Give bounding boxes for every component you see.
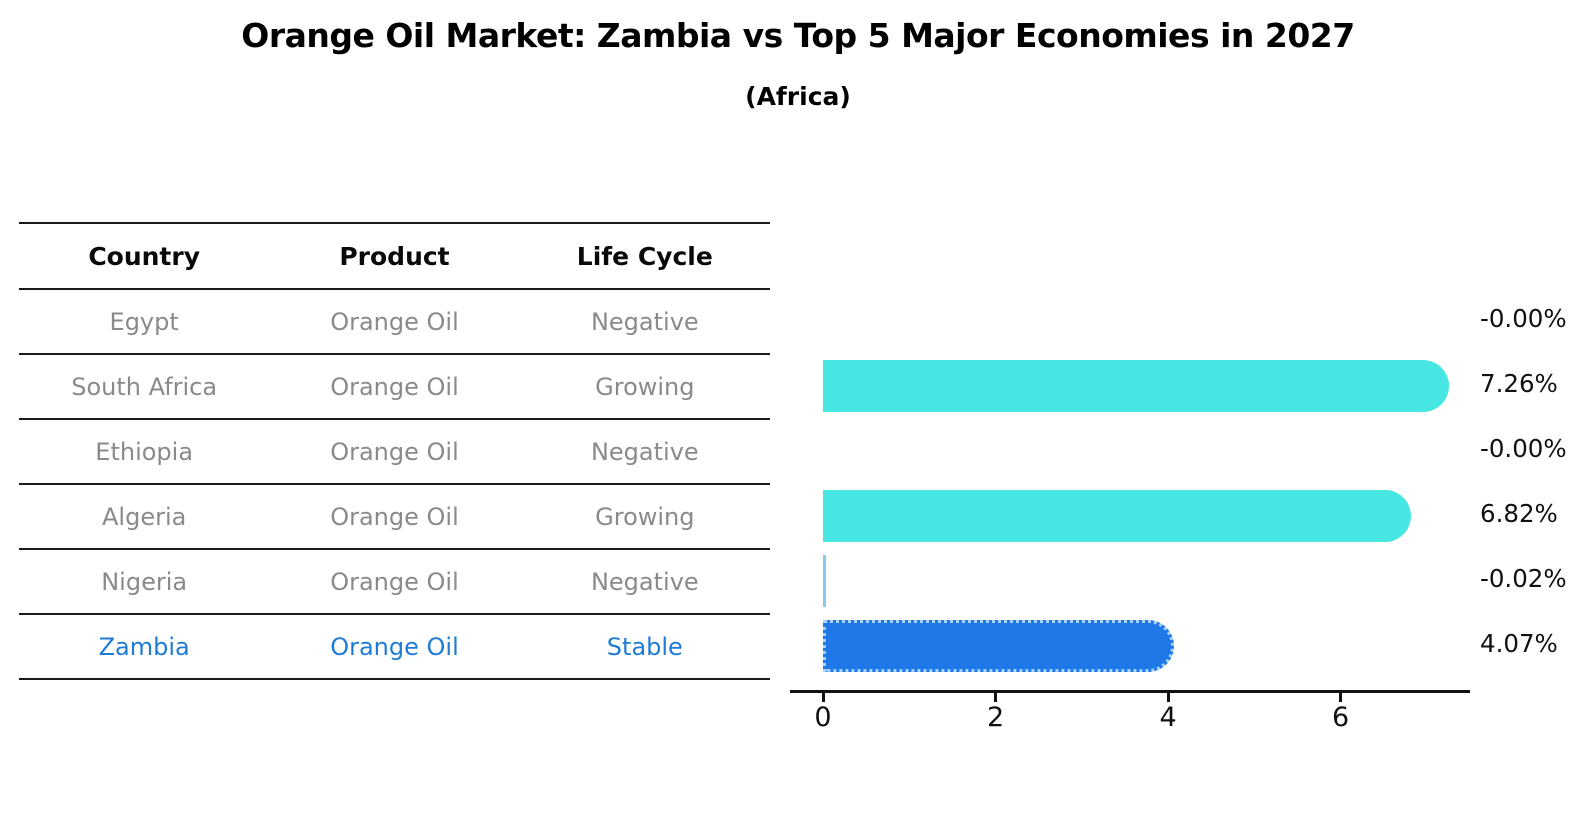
- x-tick-label-2: 2: [986, 702, 1005, 733]
- cell-product: Orange Oil: [330, 502, 459, 531]
- x-tick-mark-6: [1339, 693, 1343, 702]
- cell-country: Ethiopia: [95, 437, 194, 466]
- cell-product: Orange Oil: [330, 307, 459, 336]
- column-header-country: Country: [88, 241, 201, 271]
- column-header-product: Product: [339, 241, 450, 271]
- cell-life-cycle: Growing: [595, 502, 695, 531]
- x-tick-mark-0: [821, 693, 825, 702]
- x-tick-label-0: 0: [814, 702, 832, 733]
- summary-table: Country Product Life Cycle Egypt Orange O…: [19, 222, 770, 680]
- value-label-zambia: 4.07%: [1480, 628, 1558, 658]
- value-label-nigeria: -0.02%: [1480, 563, 1567, 593]
- value-label-algeria: 6.82%: [1480, 498, 1558, 528]
- bar-zambia: [823, 619, 1174, 672]
- cell-country: Zambia: [98, 632, 190, 661]
- cell-country: Nigeria: [101, 567, 188, 596]
- table-row-zambia: Zambia Orange Oil Stable: [19, 615, 770, 680]
- table-header-row: Country Product Life Cycle: [19, 222, 770, 290]
- value-label-south-africa: 7.26%: [1480, 368, 1558, 398]
- table-row-ethiopia: Ethiopia Orange Oil Negative: [19, 420, 770, 485]
- cell-life-cycle: Growing: [595, 372, 695, 401]
- bar-algeria: [823, 489, 1411, 542]
- cell-product: Orange Oil: [330, 372, 459, 401]
- table-row-south-africa: South Africa Orange Oil Growing: [19, 355, 770, 420]
- page-subtitle: (Africa): [745, 82, 851, 111]
- cell-life-cycle: Negative: [590, 437, 699, 466]
- x-tick-mark-2: [994, 693, 998, 702]
- cell-country: Egypt: [109, 307, 179, 336]
- value-label-ethiopia: -0.00%: [1480, 433, 1567, 463]
- x-tick-label-6: 6: [1332, 702, 1350, 733]
- cell-country: South Africa: [71, 372, 218, 401]
- x-tick-mark-4: [1166, 693, 1170, 702]
- table-body: Egypt Orange Oil Negative South Africa Orang…: [19, 290, 770, 680]
- cell-product: Orange Oil: [330, 567, 459, 596]
- cell-product: Orange Oil: [330, 437, 459, 466]
- cell-country: Algeria: [102, 502, 187, 531]
- table-row-nigeria: Nigeria Orange Oil Negative: [19, 550, 770, 615]
- bar-nigeria: [823, 554, 826, 607]
- table-row-egypt: Egypt Orange Oil Negative: [19, 290, 770, 355]
- page-title: Orange Oil Market: Zambia vs Top 5 Major…: [241, 16, 1355, 55]
- table-row-algeria: Algeria Orange Oil Growing: [19, 485, 770, 550]
- x-axis-line: [790, 690, 1470, 693]
- value-label-egypt: -0.00%: [1480, 303, 1567, 333]
- column-header-life-cycle: Life Cycle: [576, 241, 713, 271]
- cell-life-cycle: Stable: [606, 632, 683, 661]
- x-tick-label-4: 4: [1159, 702, 1177, 733]
- bar-south-africa: [823, 359, 1449, 412]
- cell-life-cycle: Negative: [590, 567, 699, 596]
- cell-product: Orange Oil: [330, 632, 459, 661]
- cell-life-cycle: Negative: [590, 307, 699, 336]
